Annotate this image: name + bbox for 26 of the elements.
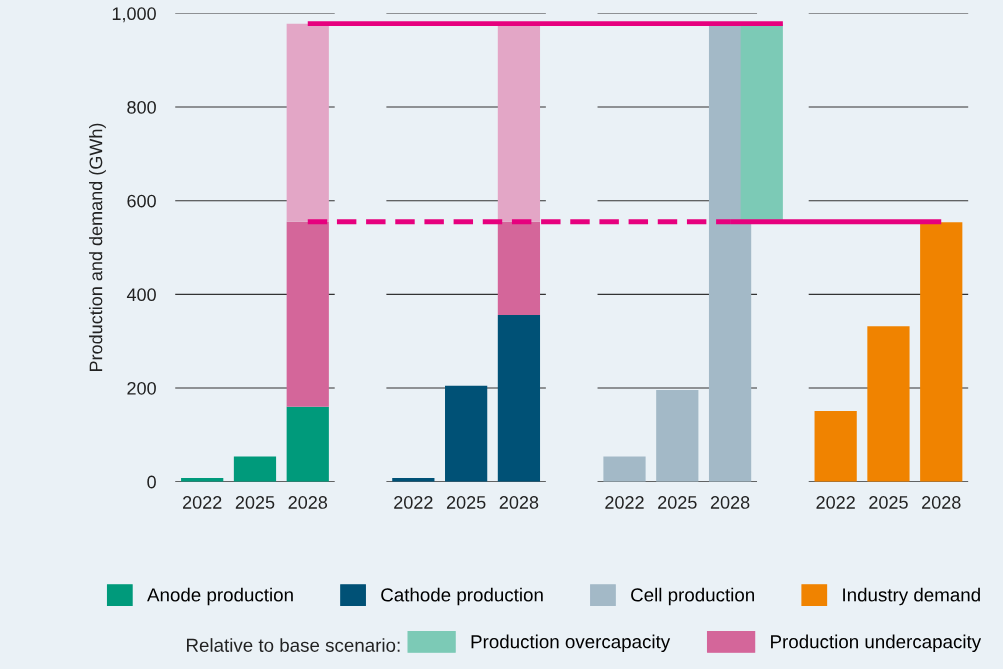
x-tick-label: 2028 (922, 496, 961, 509)
y-tick-label: 200 (127, 381, 156, 395)
legend-label: Production overcapacity (471, 634, 671, 653)
y-tick-label: 800 (127, 100, 156, 114)
y-tick-label: 0 (147, 475, 156, 489)
legend-label: Cell production (631, 587, 754, 606)
x-tick-label: 2025 (658, 496, 697, 509)
x-tick-label: 2022 (394, 496, 433, 509)
x-tick-label: 2028 (499, 496, 539, 509)
x-tick-label: 2022 (816, 496, 855, 509)
x-tick-label: 2028 (710, 496, 750, 509)
legend-label: Cathode production (381, 587, 543, 606)
y-axis-title: Production and demand (GWh) (89, 123, 106, 371)
x-tick-label: 2022 (183, 496, 222, 509)
x-tick-label: 2028 (288, 496, 328, 509)
x-tick-label: 2025 (235, 496, 275, 509)
y-tick-label: 400 (126, 288, 156, 302)
x-tick-label: 2022 (605, 496, 644, 509)
legend-label: Production undercapacity (771, 634, 982, 653)
legend-label: Industry demand (843, 587, 980, 606)
x-tick-label: 2025 (869, 496, 908, 509)
y-tick-label: 600 (127, 194, 156, 208)
x-tick-label: 2025 (446, 496, 486, 509)
legend-label: Anode production (147, 587, 293, 606)
legend-title: Relative to base scenario: (187, 638, 400, 652)
y-tick-label: 1,000 (112, 7, 156, 23)
